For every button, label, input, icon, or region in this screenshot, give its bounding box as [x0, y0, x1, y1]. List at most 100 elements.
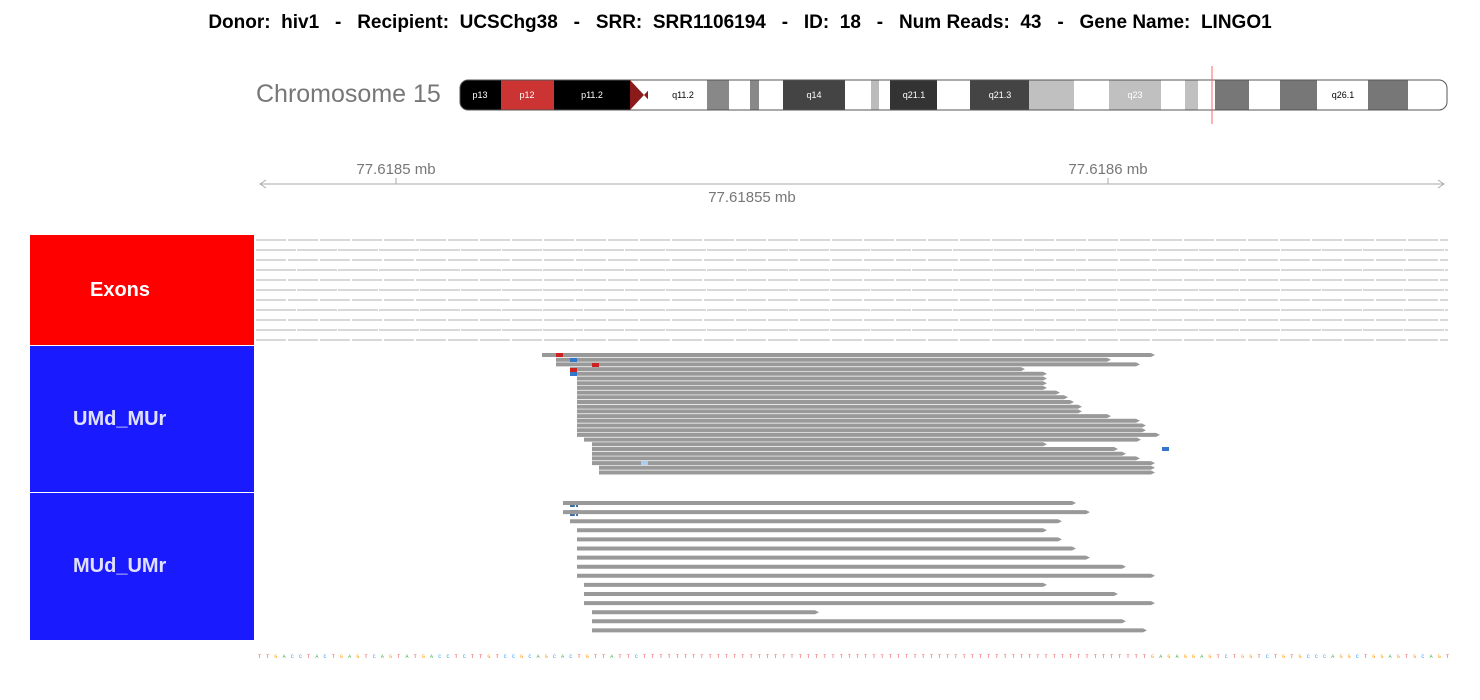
- mismatch-marker: [570, 501, 578, 507]
- page-title: Donor: hiv1 - Recipient: UCSChg38 - SRR:…: [208, 12, 1272, 33]
- sequence-base: C: [446, 654, 449, 660]
- sequence-base: G: [1192, 654, 1195, 660]
- sequence-base: T: [496, 654, 499, 660]
- mismatch-base: T: [573, 510, 578, 519]
- band-label: q26.1: [1332, 90, 1355, 100]
- read: [556, 362, 1140, 367]
- mismatch-marker: [1162, 447, 1169, 451]
- mismatch-marker: [641, 461, 648, 465]
- sequence-base: T: [397, 654, 400, 660]
- sequence-base: T: [1135, 654, 1138, 660]
- sequence-base: T: [922, 654, 925, 660]
- read: [542, 353, 1155, 357]
- sequence-base: C: [1225, 654, 1228, 660]
- read: [599, 470, 1155, 475]
- sequence-base: G: [1208, 654, 1211, 660]
- sequence-base: C: [504, 654, 507, 660]
- sequence-base: G: [274, 654, 277, 660]
- sequence-base: A: [610, 654, 613, 660]
- band-label: p11.2: [581, 90, 603, 100]
- mismatch-marker: [570, 368, 577, 372]
- sequence-base: T: [782, 654, 785, 660]
- read: [599, 465, 1155, 470]
- sequence-base: T: [823, 654, 826, 660]
- sequence-base: G: [1241, 654, 1244, 660]
- exon-track: [256, 239, 1448, 341]
- sequence-base: C: [1315, 654, 1318, 660]
- chromosome-ideogram[interactable]: p13 p12 p11.2 q11.2 q14 q21.1 q21.3 q23 …: [458, 64, 1458, 128]
- sequence-base: T: [709, 654, 712, 660]
- read: [577, 385, 1047, 390]
- sequence-base: T: [1012, 654, 1015, 660]
- sequence-base: T: [668, 654, 671, 660]
- sequence-base: T: [1061, 654, 1064, 660]
- sequence-base: T: [692, 654, 695, 660]
- sequence-base: A: [315, 654, 318, 660]
- sequence-base: T: [1110, 654, 1113, 660]
- read: [577, 564, 1126, 569]
- sequence-base: C: [299, 654, 302, 660]
- sequence-base: G: [545, 654, 548, 660]
- sequence-base: T: [471, 654, 474, 660]
- read: [577, 423, 1146, 428]
- reads-umd-mur: [542, 353, 1169, 475]
- sequence-base: A: [1159, 654, 1162, 660]
- sequence-base: G: [1339, 654, 1342, 660]
- sequence-base: T: [963, 654, 966, 660]
- sequence-base: A: [1430, 654, 1433, 660]
- sequence-base: T: [684, 654, 687, 660]
- sequence-base: T: [774, 654, 777, 660]
- track-label-umd-mur[interactable]: UMd_MUr: [30, 346, 254, 492]
- sequence-base: T: [627, 654, 630, 660]
- band-label: q11.2: [672, 90, 694, 100]
- mismatch-marker: [570, 372, 577, 376]
- sequence-base: C: [438, 654, 441, 660]
- mismatch-base: T: [573, 501, 578, 510]
- sequence-base: T: [619, 654, 622, 660]
- sequence-base: A: [537, 654, 540, 660]
- sequence-base: G: [389, 654, 392, 660]
- track-label-mud-umr[interactable]: MUd_UMr: [30, 493, 254, 640]
- sequence-base: G: [1348, 654, 1351, 660]
- sequence-base: T: [807, 654, 810, 660]
- sequence-base: G: [422, 654, 425, 660]
- sequence-base: T: [864, 654, 867, 660]
- sequence-base: G: [1299, 654, 1302, 660]
- read: [577, 395, 1068, 400]
- mismatch-marker: [570, 358, 577, 362]
- sequence-base: C: [373, 654, 376, 660]
- sequence-base: T: [766, 654, 769, 660]
- read: [592, 456, 1140, 461]
- sequence-base: T: [266, 654, 269, 660]
- band-label: p12: [519, 90, 534, 100]
- mismatch-marker: [592, 363, 599, 367]
- sequence-base: T: [1126, 654, 1129, 660]
- sequence-base: T: [840, 654, 843, 660]
- band-label: q21.3: [989, 90, 1012, 100]
- sequence-base: G: [1282, 654, 1285, 660]
- read: [556, 357, 1111, 362]
- read: [577, 404, 1082, 409]
- read: [577, 418, 1140, 423]
- sequence-base: G: [1438, 654, 1441, 660]
- sequence-base: T: [1233, 654, 1236, 660]
- sequence-base: T: [1020, 654, 1023, 660]
- sequence-base: T: [954, 654, 957, 660]
- sequence-base: C: [291, 654, 294, 660]
- sequence-base: G: [1372, 654, 1375, 660]
- reads-mud-umr: T T: [563, 501, 1155, 633]
- sequence-base: G: [1413, 654, 1416, 660]
- sequence-base: A: [283, 654, 286, 660]
- read: [577, 546, 1076, 551]
- sequence-base: T: [1069, 654, 1072, 660]
- sequence-base: T: [881, 654, 884, 660]
- sequence-base: T: [848, 654, 851, 660]
- sequence-base: A: [381, 654, 384, 660]
- read: [584, 582, 1047, 587]
- sequence-base: T: [365, 654, 368, 660]
- sequence-base: C: [1307, 654, 1310, 660]
- sequence-base: T: [414, 654, 417, 660]
- sequence-base: G: [1167, 654, 1170, 660]
- read: [563, 510, 1090, 515]
- track-label-exons[interactable]: Exons: [30, 235, 254, 345]
